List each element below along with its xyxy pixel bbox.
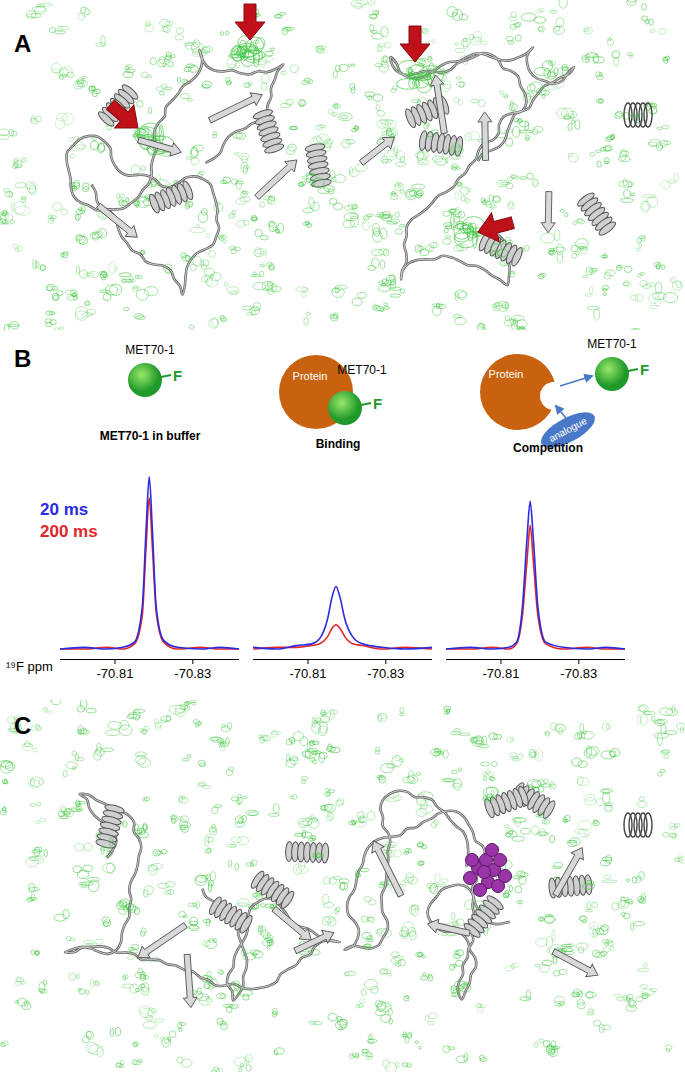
html-text:20 ms: 20 ms	[40, 500, 89, 519]
svg-text:F: F	[173, 367, 182, 384]
svg-text:-70.83: -70.83	[560, 666, 597, 681]
html-text:A: A	[14, 30, 32, 57]
svg-text:MET70-1: MET70-1	[337, 363, 387, 377]
svg-text:F: F	[640, 361, 649, 378]
svg-text:-70.81: -70.81	[290, 666, 327, 681]
svg-text:MET70-1: MET70-1	[125, 343, 175, 357]
svg-text:-70.83: -70.83	[174, 666, 211, 681]
svg-text:-70.81: -70.81	[97, 666, 134, 681]
svg-text:analogue: analogue	[547, 415, 589, 444]
html-text:B: B	[14, 345, 32, 372]
svg-text:F: F	[373, 395, 382, 412]
svg-text:Binding: Binding	[316, 437, 361, 451]
html-text:C: C	[14, 712, 32, 739]
svg-text:-70.83: -70.83	[367, 666, 404, 681]
svg-text:Competition: Competition	[513, 441, 583, 455]
svg-text:Protein: Protein	[293, 370, 328, 382]
svg-text:MET70-1: MET70-1	[587, 337, 637, 351]
html-text:200 ms: 200 ms	[40, 522, 98, 541]
svg-text:-70.81: -70.81	[483, 666, 520, 681]
svg-text:MET70-1 in buffer: MET70-1 in buffer	[100, 429, 201, 443]
html-text:¹⁹F ppm: ¹⁹F ppm	[6, 659, 53, 674]
svg-text:Protein: Protein	[489, 368, 524, 380]
